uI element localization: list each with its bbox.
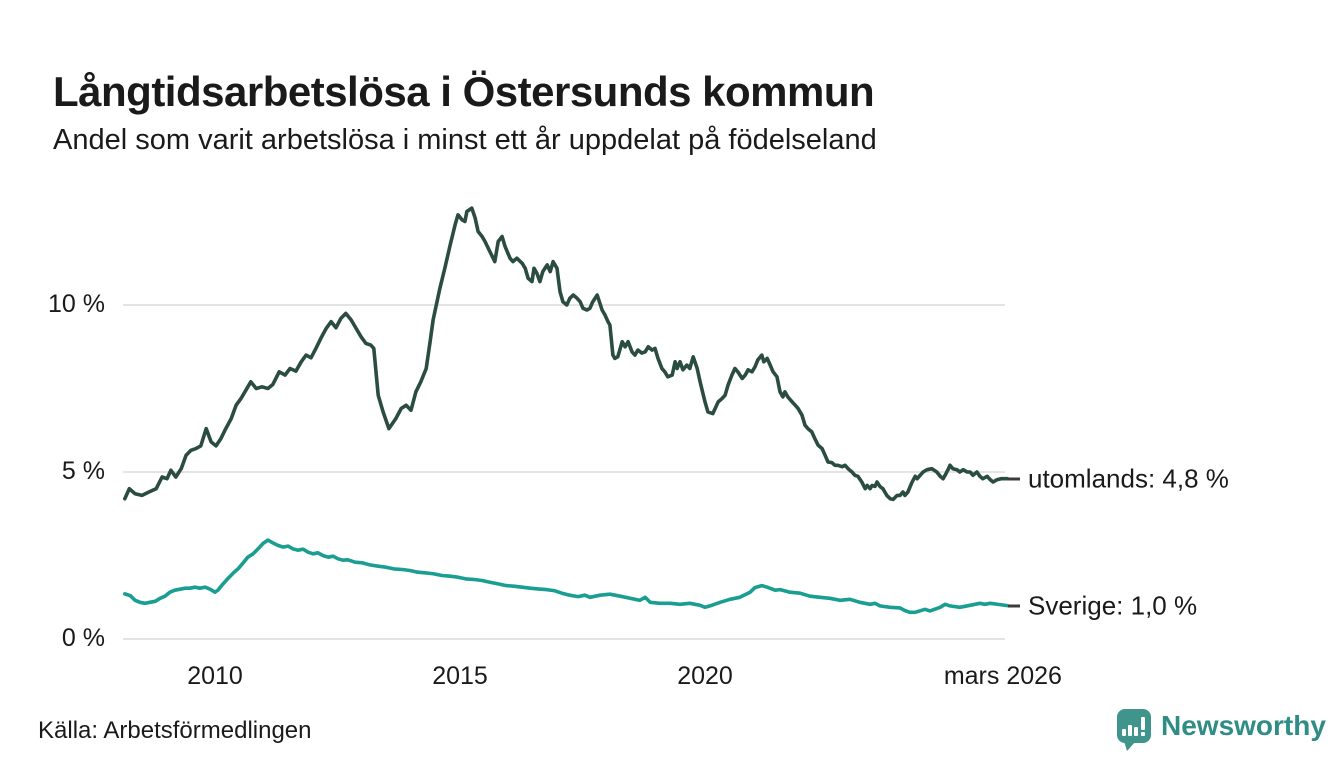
x-axis-tick-2020: 2020 (677, 662, 733, 690)
y-axis-tick-10: 10 % (48, 289, 105, 318)
x-axis-tick-mars-2026: mars 2026 (943, 662, 1062, 690)
logo-exclamation-dot (1141, 732, 1145, 736)
series-label-utomlands: utomlands: 4,8 % (1008, 463, 1229, 494)
x-axis-tick-2015: 2015 (432, 662, 488, 690)
page-title: Långtidsarbetslösa i Östersunds kommun (53, 68, 875, 116)
source-attribution: Källa: Arbetsförmedlingen (38, 717, 312, 744)
series-label-utomlands-text: utomlands: 4,8 % (1028, 463, 1229, 494)
newsworthy-logo: Newsworthy (1117, 709, 1326, 751)
y-axis-tick-0: 0 % (61, 623, 105, 652)
line-utomlands (123, 206, 1010, 502)
series-label-sverige-text: Sverige: 1,0 % (1028, 590, 1198, 621)
x-axis-tick-2010: 2010 (187, 662, 243, 690)
logo-exclamation-icon (1141, 717, 1145, 730)
newsworthy-logo-text: Newsworthy (1161, 710, 1326, 741)
page-subtitle: Andel som varit arbetslösa i minst ett å… (53, 124, 877, 156)
y-axis-tick-5: 5 % (61, 456, 105, 485)
line-sverige (123, 538, 1010, 615)
logo-bar-icon (1134, 727, 1138, 736)
series-label-sverige: Sverige: 1,0 % (1008, 590, 1197, 621)
label-connector-dash (1008, 477, 1020, 481)
logo-bar-icon (1128, 725, 1132, 736)
logo-bar-icon (1122, 729, 1126, 736)
newsworthy-logo-icon (1117, 709, 1151, 751)
label-connector-dash (1008, 604, 1020, 608)
